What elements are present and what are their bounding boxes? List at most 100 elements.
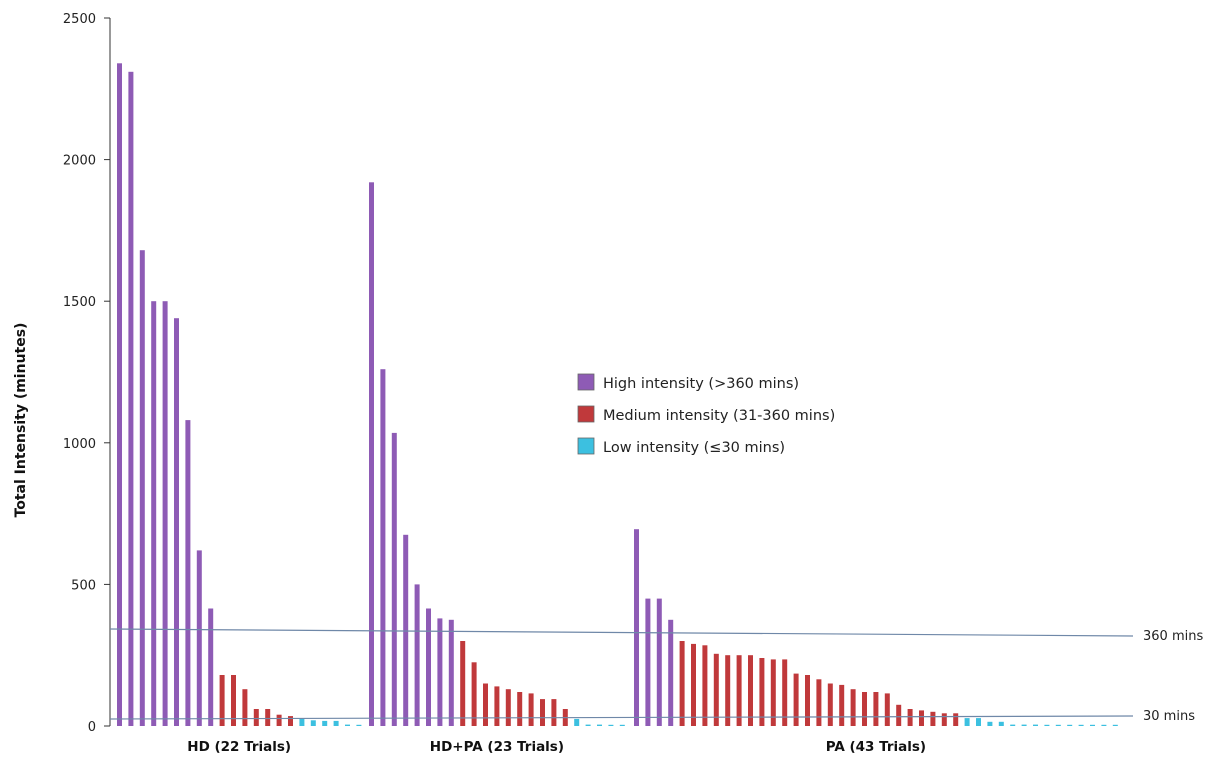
bar bbox=[333, 720, 339, 726]
bar bbox=[574, 718, 580, 726]
bar bbox=[380, 369, 386, 726]
bar bbox=[505, 689, 511, 726]
bar bbox=[930, 711, 936, 726]
bar bbox=[1078, 724, 1084, 726]
bar bbox=[151, 301, 157, 726]
bar bbox=[369, 182, 374, 727]
bar bbox=[816, 679, 822, 726]
bar bbox=[517, 692, 523, 726]
bar bbox=[162, 301, 168, 726]
bar bbox=[276, 714, 282, 726]
bar bbox=[862, 692, 867, 726]
bar bbox=[619, 724, 625, 726]
bar bbox=[1010, 724, 1016, 726]
legend-label: Low intensity (≤30 mins) bbox=[603, 440, 785, 456]
bar bbox=[782, 659, 788, 726]
bar bbox=[528, 693, 534, 726]
bar bbox=[471, 662, 477, 726]
bar bbox=[827, 683, 833, 726]
bar bbox=[494, 686, 500, 726]
bar bbox=[185, 420, 191, 726]
group-label: HD+PA (23 Trials) bbox=[430, 739, 564, 755]
reference-line-label: 30 mins bbox=[1143, 709, 1195, 724]
bar bbox=[1055, 724, 1061, 726]
bar bbox=[907, 709, 913, 726]
bar bbox=[998, 721, 1004, 726]
reference-line-label: 360 mins bbox=[1143, 629, 1203, 644]
y-ticks: 0 500 1000 1500 2000 2500 bbox=[63, 12, 110, 735]
group-labels: HD (22 Trials) HD+PA (23 Trials) PA (43 Tr… bbox=[187, 739, 926, 755]
reference-line bbox=[109, 715, 1134, 720]
bar bbox=[356, 724, 362, 726]
bar bbox=[805, 675, 810, 726]
bar bbox=[460, 641, 466, 726]
bar bbox=[884, 693, 890, 726]
bar bbox=[668, 619, 674, 726]
bar bbox=[1044, 724, 1050, 726]
bar bbox=[403, 534, 409, 726]
bar bbox=[679, 641, 685, 726]
bar bbox=[551, 699, 557, 726]
bar bbox=[645, 598, 651, 726]
bar bbox=[748, 655, 753, 726]
group-label: PA (43 Trials) bbox=[826, 739, 926, 755]
legend-swatch bbox=[577, 373, 595, 391]
bar bbox=[839, 684, 845, 726]
bar bbox=[585, 724, 591, 726]
bar bbox=[919, 710, 924, 726]
bar bbox=[1033, 724, 1038, 726]
bar bbox=[976, 718, 981, 726]
bar bbox=[702, 645, 708, 726]
bar bbox=[713, 653, 719, 726]
y-tick-label: 1000 bbox=[63, 437, 96, 452]
legend: High intensity (>360 mins) Medium intensi… bbox=[577, 373, 835, 456]
bars bbox=[117, 63, 1118, 727]
bar bbox=[345, 724, 350, 726]
bar bbox=[691, 643, 696, 726]
bar bbox=[793, 673, 799, 726]
bar bbox=[117, 63, 122, 727]
y-axis-label: Total Intensity (minutes) bbox=[13, 323, 29, 518]
y-tick-label: 0 bbox=[88, 720, 96, 735]
bar bbox=[770, 659, 776, 726]
bar bbox=[128, 71, 134, 727]
bar bbox=[414, 584, 420, 726]
y-tick-label: 500 bbox=[71, 578, 96, 593]
bar bbox=[253, 709, 259, 726]
reference-line bbox=[109, 628, 1134, 637]
bar bbox=[242, 689, 248, 726]
bar bbox=[288, 716, 293, 726]
legend-swatch bbox=[577, 437, 595, 455]
bar bbox=[1112, 724, 1118, 726]
y-tick-label: 2000 bbox=[63, 154, 96, 169]
reference-lines: 360 mins 30 mins bbox=[109, 628, 1203, 724]
y-tick-label: 2500 bbox=[63, 12, 96, 27]
bar bbox=[850, 689, 856, 726]
bar bbox=[265, 709, 271, 726]
bar bbox=[1067, 724, 1073, 726]
bar bbox=[322, 720, 328, 726]
bar bbox=[873, 692, 879, 726]
legend-swatch bbox=[577, 405, 595, 423]
bar bbox=[1090, 724, 1095, 726]
bar bbox=[196, 550, 202, 726]
bar bbox=[941, 713, 947, 726]
bar bbox=[208, 608, 214, 726]
bar bbox=[448, 619, 454, 726]
bar bbox=[725, 655, 731, 726]
bar bbox=[299, 718, 305, 726]
bar bbox=[597, 724, 602, 726]
bar bbox=[634, 529, 639, 726]
bar bbox=[656, 598, 662, 726]
bar bbox=[987, 721, 993, 726]
bar bbox=[1021, 724, 1027, 726]
legend-label: Medium intensity (31-360 mins) bbox=[603, 408, 835, 424]
bar bbox=[426, 608, 431, 726]
bar bbox=[540, 699, 545, 726]
legend-label: High intensity (>360 mins) bbox=[603, 376, 799, 392]
bar bbox=[736, 655, 742, 726]
bar bbox=[608, 724, 614, 726]
bar bbox=[310, 720, 316, 726]
bar bbox=[139, 250, 145, 726]
